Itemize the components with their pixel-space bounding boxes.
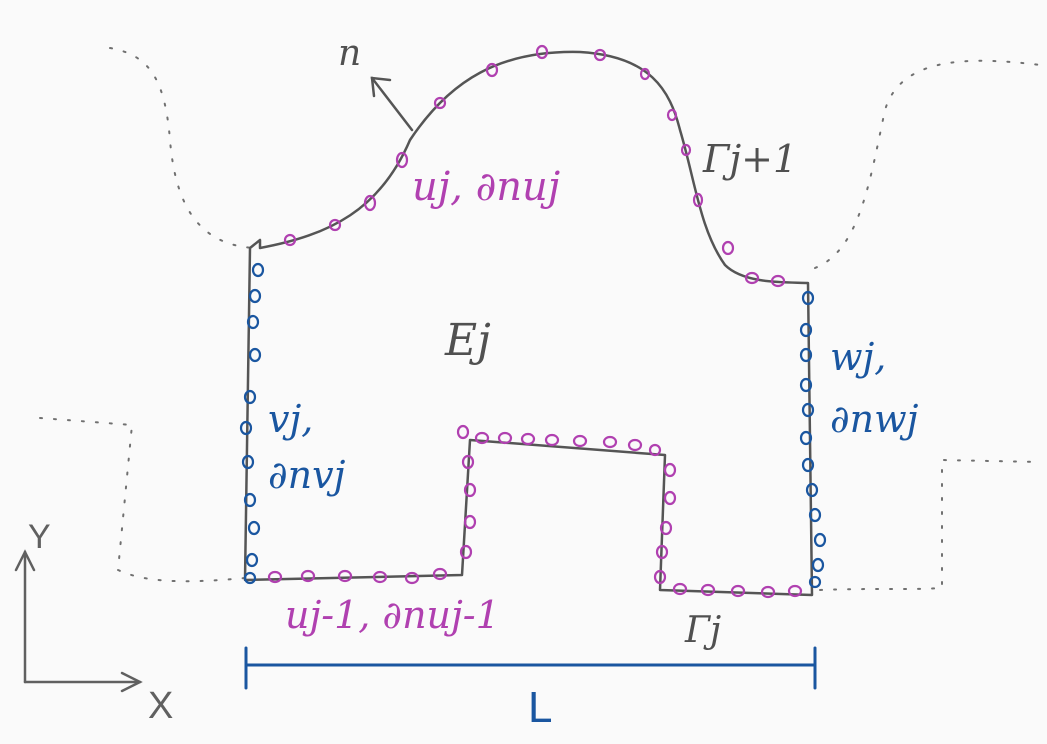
upper-right-neighbor: [814, 59, 1041, 269]
bottom-bc-label: uj-1, ∂nuj-1: [285, 593, 500, 637]
neighbor-outlines: [39, 47, 1041, 591]
right-bc-label-2: ∂nwj: [830, 397, 919, 441]
inner-step-nodes: [456, 424, 803, 599]
bottom-left-nodes: [267, 567, 448, 585]
lower-right-neighbor: [819, 458, 1041, 591]
length-label: L: [528, 683, 552, 732]
bottom-boundary-label: Γj: [684, 610, 721, 651]
top-boundary-nodes: [283, 44, 786, 288]
element-label: Ej: [444, 315, 491, 366]
right-boundary-nodes: [799, 290, 827, 589]
element-boundary: [243, 50, 814, 597]
lower-left-neighbor: [39, 417, 246, 583]
axes: [14, 549, 143, 693]
upper-left-neighbor: [109, 47, 256, 249]
normal-label: n: [338, 33, 361, 74]
left-boundary-nodes: [239, 262, 265, 585]
axis-y-label: Y: [28, 518, 51, 556]
left-bc-label-2: ∂nvj: [268, 453, 346, 497]
right-bc-label-1: wj,: [830, 335, 886, 379]
top-bc-label: uj, ∂nuj: [412, 164, 560, 210]
top-boundary-label: Γj+1: [702, 137, 797, 181]
normal-arrow: [370, 76, 414, 132]
left-bc-label-1: vj,: [268, 397, 313, 441]
length-dimension: [244, 646, 817, 690]
axis-x-label: X: [148, 685, 173, 727]
